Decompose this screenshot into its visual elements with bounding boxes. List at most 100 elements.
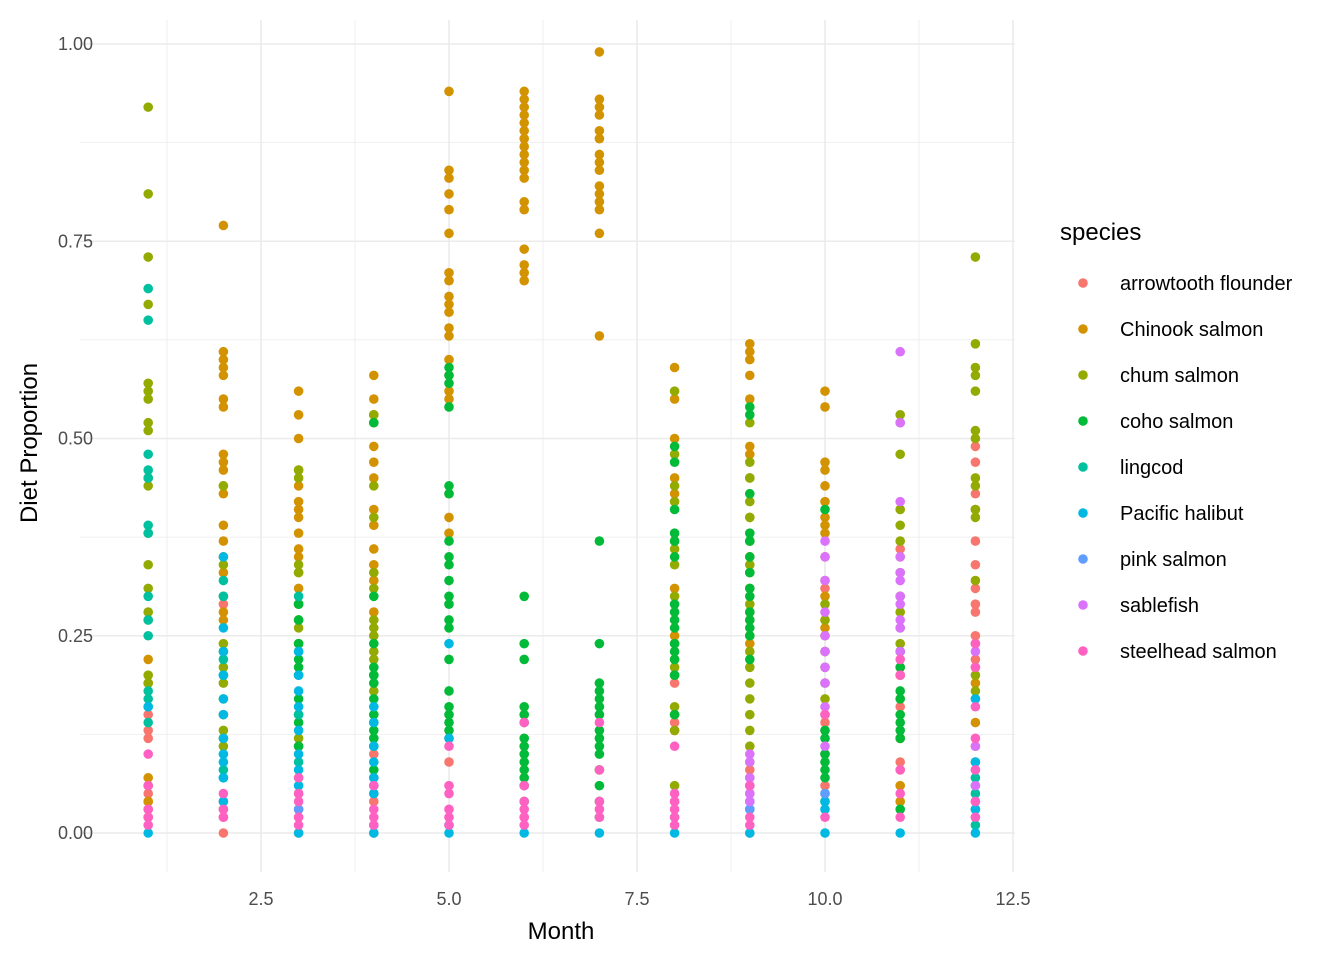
- data-point: [444, 378, 454, 389]
- data-point: [519, 86, 529, 97]
- series-sablefish: [745, 346, 981, 807]
- data-point: [293, 757, 304, 767]
- series-coho-salmon: [293, 362, 905, 823]
- legend-label: arrowtooth flounder: [1120, 273, 1293, 295]
- data-point: [444, 528, 454, 538]
- data-point: [895, 417, 905, 428]
- legend-label: lingcod: [1120, 457, 1183, 479]
- data-point: [895, 709, 905, 720]
- data-point: [143, 583, 153, 594]
- data-point: [669, 473, 680, 483]
- data-point: [293, 749, 304, 759]
- y-tick-label: 0.50: [58, 429, 93, 449]
- data-point: [970, 638, 981, 649]
- data-point: [218, 402, 229, 412]
- data-point: [519, 204, 529, 215]
- data-point: [594, 47, 605, 57]
- series-lingcod: [143, 283, 981, 830]
- data-point: [970, 694, 981, 704]
- data-point: [444, 623, 454, 633]
- data-point: [293, 567, 304, 578]
- data-point: [594, 204, 605, 215]
- data-point: [218, 796, 229, 807]
- data-point: [745, 339, 755, 349]
- data-point: [218, 804, 229, 815]
- data-point: [594, 812, 605, 823]
- data-point: [895, 575, 905, 586]
- data-point: [444, 828, 454, 838]
- data-point: [669, 725, 680, 736]
- data-point: [519, 828, 529, 838]
- data-point: [444, 788, 454, 799]
- data-point: [293, 410, 304, 420]
- data-point: [745, 496, 755, 507]
- data-point: [669, 362, 680, 373]
- data-point: [745, 765, 755, 775]
- data-point: [970, 820, 981, 830]
- data-point: [143, 607, 153, 617]
- data-point: [444, 780, 454, 791]
- data-point: [369, 701, 379, 712]
- data-point: [669, 449, 680, 460]
- data-point: [970, 686, 981, 696]
- data-point: [895, 591, 905, 602]
- data-point: [519, 749, 529, 759]
- data-point: [519, 638, 529, 649]
- data-point: [895, 670, 905, 680]
- data-point: [669, 607, 680, 617]
- data-point: [143, 299, 153, 310]
- data-point: [444, 757, 454, 767]
- data-point: [369, 725, 379, 736]
- data-point: [143, 694, 153, 704]
- data-point: [970, 441, 981, 452]
- data-point: [669, 552, 680, 562]
- data-point: [143, 796, 153, 807]
- data-point: [519, 149, 529, 160]
- data-point: [369, 812, 379, 823]
- data-point: [293, 496, 304, 507]
- data-point: [970, 788, 981, 799]
- data-point: [293, 828, 304, 838]
- data-point: [820, 694, 830, 704]
- data-point: [745, 630, 755, 641]
- data-point: [143, 417, 153, 428]
- y-tick-label: 0.00: [58, 823, 93, 843]
- data-point: [745, 741, 755, 752]
- data-point: [218, 757, 229, 767]
- legend-label: Chinook salmon: [1120, 319, 1263, 341]
- data-point: [444, 575, 454, 586]
- data-point: [369, 686, 379, 696]
- data-point: [369, 662, 379, 673]
- data-point: [594, 228, 605, 239]
- data-point: [143, 378, 153, 389]
- data-point: [218, 520, 229, 531]
- data-point: [820, 749, 830, 759]
- data-point: [745, 749, 755, 759]
- legend-label: Pacific halibut: [1120, 503, 1244, 525]
- data-point: [519, 701, 529, 712]
- y-axis-ticks: 0.00 0.25 0.50 0.75 1.00: [58, 34, 93, 843]
- data-point: [970, 757, 981, 767]
- data-point: [745, 694, 755, 704]
- x-tick-label: 5.0: [436, 889, 461, 909]
- data-point: [820, 804, 830, 815]
- data-point: [745, 780, 755, 791]
- data-point: [519, 780, 529, 791]
- data-point: [143, 630, 153, 641]
- data-point: [218, 457, 229, 467]
- data-point: [444, 165, 454, 176]
- data-point: [745, 402, 755, 412]
- data-point: [519, 733, 529, 744]
- data-point: [444, 488, 454, 499]
- data-point: [444, 591, 454, 602]
- data-point: [293, 694, 304, 704]
- data-point: [745, 757, 755, 767]
- data-point: [293, 780, 304, 791]
- data-point: [820, 465, 830, 475]
- legend-key-dot-icon: [1078, 646, 1088, 656]
- data-point: [143, 465, 153, 475]
- data-point: [669, 504, 680, 515]
- data-point: [669, 646, 680, 657]
- data-point: [669, 481, 680, 491]
- data-point: [895, 765, 905, 775]
